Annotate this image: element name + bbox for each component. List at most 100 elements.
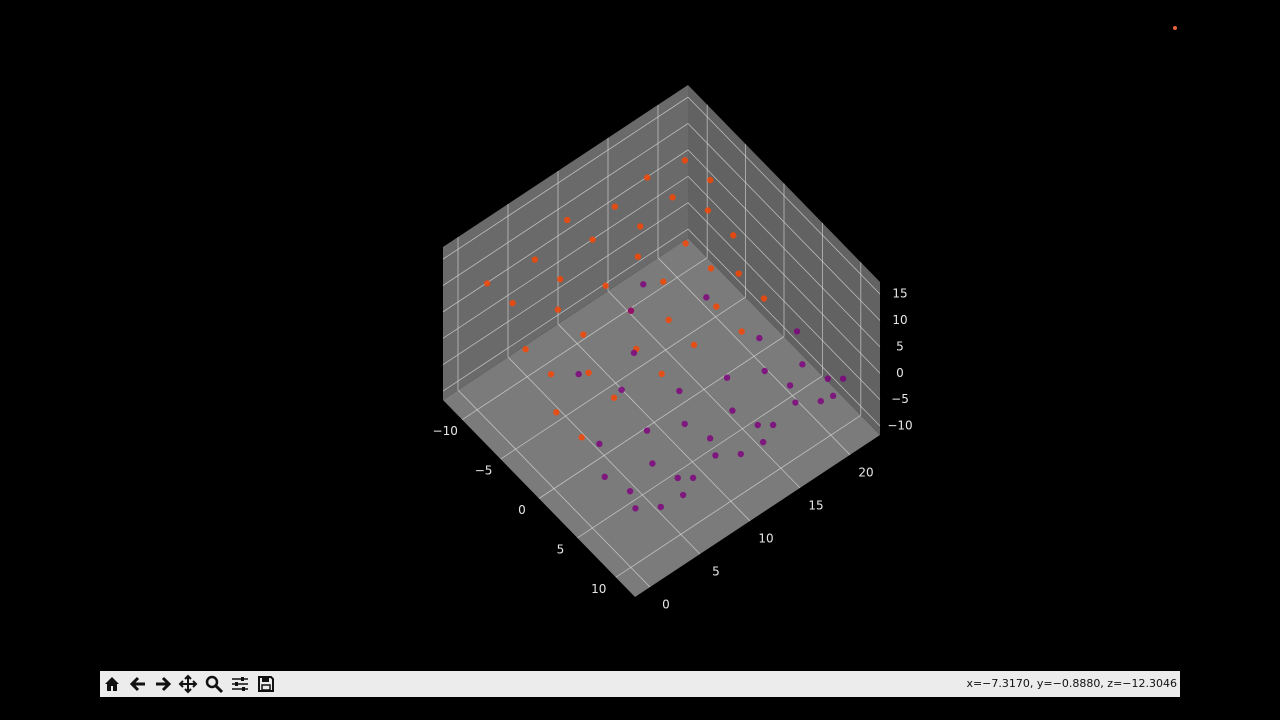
x-grid-line — [538, 336, 785, 499]
z-tick-label: 10 — [892, 313, 907, 327]
scatter-point — [707, 265, 715, 272]
scatter-point — [829, 392, 837, 400]
y-grid-line — [657, 257, 851, 456]
y-grid-line — [557, 323, 751, 522]
scatter-point — [669, 194, 676, 201]
y-tick-label: 15 — [808, 498, 823, 512]
z-tick-label: 15 — [892, 287, 907, 301]
toolbar: x=−7.3170, y=−0.8880, z=−12.3046 — [100, 671, 1180, 697]
x-tick-label: −10 — [433, 424, 458, 438]
z-grid-line — [687, 123, 881, 321]
scatter-point — [637, 223, 644, 230]
scatter-point — [792, 399, 799, 406]
indicator-dot — [1173, 26, 1177, 30]
scatter-point — [769, 421, 777, 429]
z-tick-label: −5 — [891, 392, 909, 406]
scatter-point — [712, 452, 719, 459]
scatter-point — [665, 316, 672, 324]
figure: −10 −5 0 5 10 0 5 10 15 20 −10 −5 0 5 10 15 — [433, 26, 1177, 612]
scatter-point — [839, 375, 847, 382]
z-grid-line — [442, 123, 689, 286]
scatter-point — [660, 278, 667, 285]
scatter-point — [706, 435, 714, 442]
z-tick-label: −10 — [887, 419, 912, 433]
z-grid-line — [442, 175, 689, 339]
pan-button[interactable] — [178, 674, 198, 694]
scatter-point — [723, 374, 731, 381]
scatter-point — [634, 253, 642, 260]
scatter-point — [554, 306, 562, 313]
scatter-point — [601, 473, 608, 481]
y-tick-label: 20 — [858, 465, 873, 479]
scatter-point — [682, 240, 689, 247]
scatter-point — [799, 361, 806, 368]
scatter-point — [689, 474, 697, 482]
y-grid-line — [507, 356, 701, 555]
scatter-point — [618, 386, 625, 393]
x-grid-line — [500, 296, 746, 460]
z-tick-label: 0 — [896, 366, 904, 380]
scatter-point — [589, 236, 596, 243]
zoom-button[interactable] — [204, 674, 224, 694]
home-button[interactable] — [102, 674, 122, 694]
z-grid-line — [687, 228, 881, 427]
scatter-point — [756, 334, 763, 342]
scatter-point — [484, 280, 491, 287]
save-button[interactable] — [256, 674, 276, 694]
scatter-point — [564, 216, 571, 224]
scatter-point — [610, 394, 618, 401]
scatter-point — [824, 375, 831, 382]
scatter-point — [585, 369, 592, 376]
scatter-point — [553, 409, 560, 416]
x-tick-label: 0 — [518, 503, 526, 517]
x-tick-label: 10 — [591, 582, 606, 596]
y-tick-label: 5 — [712, 565, 720, 579]
scatter-point — [596, 440, 603, 448]
scatter-point — [674, 474, 681, 482]
scatter-point — [611, 203, 619, 210]
scatter-point — [679, 491, 687, 499]
scatter-point — [690, 341, 698, 349]
scatter-point — [735, 270, 742, 277]
scatter-point — [729, 407, 736, 414]
z-grid-line — [687, 96, 881, 295]
scatter-point — [644, 174, 651, 181]
scatter-point — [509, 299, 516, 307]
scatter-point — [707, 176, 714, 184]
scatter-point — [630, 349, 638, 357]
y-tick-label: 0 — [662, 598, 670, 612]
z-grid-line — [687, 202, 881, 400]
scatter-point — [730, 232, 737, 239]
x-tick-label: −5 — [475, 464, 493, 478]
x-grid-line — [461, 257, 708, 421]
scatter-point — [522, 345, 529, 353]
y-tick-label: 10 — [758, 531, 773, 545]
z-grid-line — [442, 228, 689, 392]
back-button[interactable] — [128, 674, 148, 694]
scatter-point — [657, 503, 664, 511]
scatter-point — [658, 370, 665, 378]
forward-button[interactable] — [153, 674, 173, 694]
scatter-point — [737, 450, 744, 458]
scatter-point — [713, 303, 720, 310]
scatter-point — [761, 367, 768, 375]
scatter-point — [703, 294, 710, 301]
scatter-point — [557, 276, 564, 283]
scatter-point — [681, 157, 689, 164]
scatter-point — [632, 505, 639, 512]
scatter-point — [602, 282, 609, 289]
x-tick-label: 5 — [557, 542, 565, 556]
scatter-point — [793, 328, 801, 335]
scatter-point — [704, 207, 712, 214]
configure-button[interactable] — [230, 674, 250, 694]
scatter-point — [578, 434, 585, 441]
z-grid-line — [442, 96, 689, 260]
scatter-point — [817, 397, 824, 405]
scatter-point — [649, 460, 656, 467]
z-tick-label: 5 — [896, 339, 904, 353]
scatter-point — [627, 307, 635, 314]
scatter-point — [640, 281, 647, 288]
scatter-point — [681, 420, 688, 428]
z-grid-line — [687, 149, 881, 348]
